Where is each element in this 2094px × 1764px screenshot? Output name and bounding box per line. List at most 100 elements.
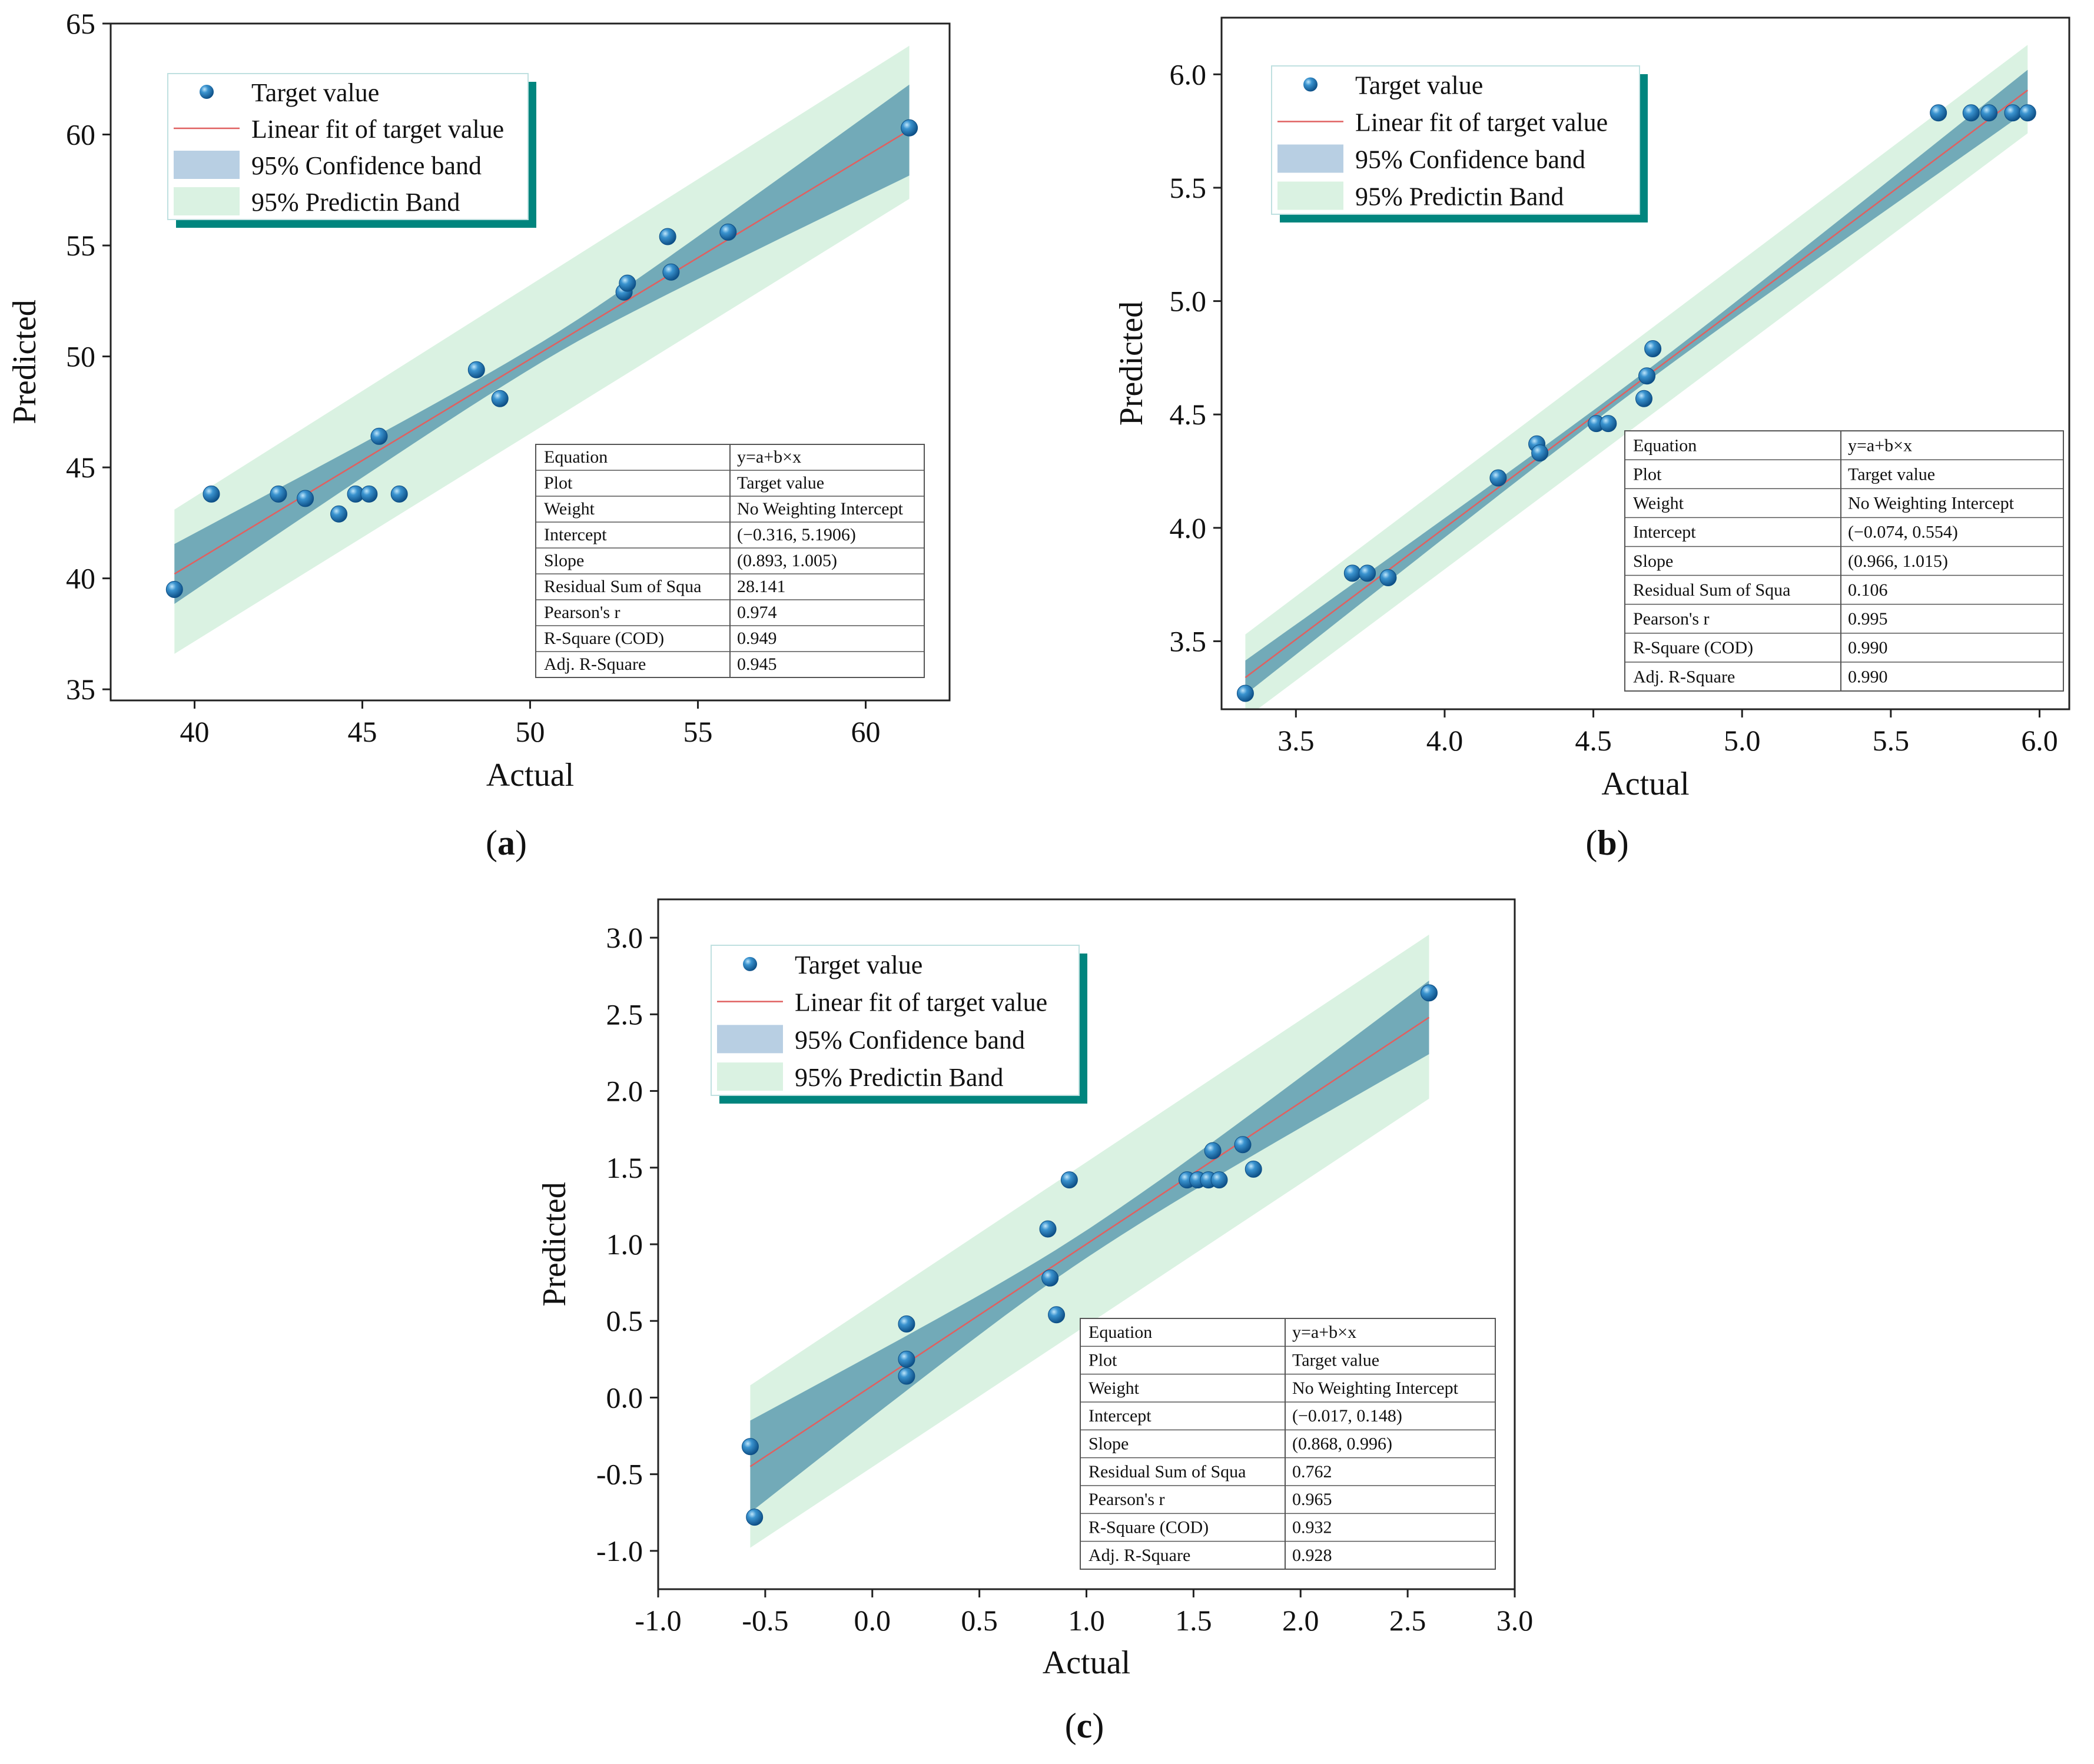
x-tick-label: 5.5 bbox=[1873, 724, 1910, 757]
stats-key: Weight bbox=[544, 499, 595, 519]
stats-key: Residual Sum of Squa bbox=[544, 577, 702, 596]
fit-line bbox=[749, 1016, 1430, 1467]
x-tick-label: -0.5 bbox=[742, 1604, 788, 1637]
y-tick-label: 3.5 bbox=[1170, 624, 1207, 657]
stats-value: 0.949 bbox=[737, 629, 777, 648]
legend-point-icon bbox=[200, 85, 214, 99]
data-point bbox=[1343, 564, 1361, 582]
x-tick-label: 55 bbox=[683, 715, 713, 748]
stats-value: 0.974 bbox=[737, 603, 777, 622]
plot-frame bbox=[1220, 16, 2070, 710]
data-point bbox=[1980, 104, 1998, 122]
y-tick-label: 60 bbox=[66, 118, 95, 151]
stats-key: Pearson's r bbox=[544, 603, 620, 622]
x-axis-label: Actual bbox=[1601, 766, 1689, 802]
stats-value: 0.106 bbox=[1848, 580, 1888, 600]
data-point bbox=[370, 427, 388, 445]
confidence-band bbox=[1245, 69, 2028, 695]
legend-label: 95% Predictin Band bbox=[795, 1063, 1003, 1092]
y-tick-label: -1.0 bbox=[596, 1534, 643, 1567]
stats-value: (0.868, 0.996) bbox=[1292, 1434, 1392, 1453]
stats-table bbox=[1624, 430, 2064, 692]
stats-value: (0.966, 1.015) bbox=[1848, 552, 1948, 571]
stats-key: R-Square (COD) bbox=[544, 629, 664, 648]
panel-c: -1.0 -0.5 0.0 0.5 1.0 1.5 2.0 2.5 3.0 -1.0 -0.5 0.0… bbox=[536, 898, 1533, 1745]
y-tick-label: 5.5 bbox=[1170, 171, 1207, 204]
y-tick-label: 3.0 bbox=[606, 921, 643, 954]
data-point bbox=[1210, 1171, 1228, 1189]
data-point bbox=[901, 119, 918, 137]
y-tick-label: 4.5 bbox=[1170, 398, 1207, 431]
stats-value: 28.141 bbox=[737, 577, 786, 596]
stats-value: No Weighting Intercept bbox=[1848, 494, 2015, 513]
data-point bbox=[1236, 685, 1254, 702]
x-tick-label: 45 bbox=[348, 715, 377, 748]
data-point bbox=[659, 228, 676, 245]
legend-confidence-swatch bbox=[717, 1025, 783, 1054]
legend-confidence-swatch bbox=[1277, 144, 1343, 173]
stats-key: Intercept bbox=[1089, 1406, 1151, 1426]
stats-key: Plot bbox=[544, 473, 573, 493]
x-tick-label: 60 bbox=[851, 715, 881, 748]
legend-label: Linear fit of target value bbox=[1355, 108, 1608, 137]
stats-value: Target value bbox=[737, 473, 824, 493]
data-point bbox=[1039, 1220, 1057, 1238]
y-tick-label: 2.0 bbox=[606, 1075, 643, 1108]
x-tick-label: 1.0 bbox=[1068, 1604, 1105, 1637]
y-tick-label: 35 bbox=[66, 673, 95, 706]
data-point bbox=[467, 361, 485, 378]
y-tick-label: 55 bbox=[66, 229, 95, 262]
y-tick-label: 65 bbox=[66, 7, 95, 40]
stats-value: Target value bbox=[1848, 464, 1935, 484]
x-tick-label: 50 bbox=[516, 715, 545, 748]
stats-key: Equation bbox=[1089, 1323, 1152, 1342]
legend-label: Target value bbox=[251, 78, 379, 107]
data-point bbox=[165, 580, 183, 598]
stats-value: 0.945 bbox=[737, 655, 777, 674]
data-point bbox=[1379, 569, 1397, 587]
legend-label: 95% Predictin Band bbox=[251, 188, 460, 217]
stats-value: (−0.316, 5.1906) bbox=[737, 525, 856, 544]
data-point bbox=[1204, 1142, 1222, 1160]
data-point bbox=[1041, 1269, 1059, 1287]
stats-value: 0.990 bbox=[1848, 667, 1888, 686]
y-tick-label: 0.5 bbox=[606, 1304, 643, 1337]
data-point bbox=[619, 274, 636, 292]
legend-label: 95% Predictin Band bbox=[1355, 182, 1564, 211]
y-tick-label: 6.0 bbox=[1170, 58, 1207, 91]
data-point bbox=[1421, 984, 1438, 1002]
y-axis-label: Predicted bbox=[1113, 301, 1150, 426]
data-point bbox=[297, 490, 314, 507]
legend-prediction-swatch bbox=[717, 1062, 783, 1091]
data-point bbox=[1060, 1171, 1078, 1189]
confidence-band bbox=[750, 981, 1429, 1513]
data-point bbox=[746, 1509, 764, 1526]
x-tick-label: 2.0 bbox=[1282, 1604, 1319, 1637]
stats-key: Slope bbox=[544, 551, 584, 570]
panel-b: 3.5 4.0 4.5 5.0 5.5 6.0 3.5 4.0 4.5 5.0 5.5 6.0 Actu… bbox=[1113, 16, 2070, 862]
stats-value: 0.928 bbox=[1292, 1546, 1332, 1565]
y-tick-label: 50 bbox=[66, 340, 95, 373]
y-tick-label: 0.0 bbox=[606, 1381, 643, 1414]
data-point bbox=[898, 1350, 915, 1368]
data-point bbox=[719, 223, 737, 241]
stats-key: Residual Sum of Squa bbox=[1633, 580, 1791, 600]
y-tick-label: 5.0 bbox=[1170, 285, 1207, 318]
legend-label: 95% Confidence band bbox=[251, 151, 482, 180]
prediction-band bbox=[1245, 45, 2028, 709]
stats-key: R-Square (COD) bbox=[1089, 1517, 1209, 1537]
stats-value: 0.932 bbox=[1292, 1517, 1332, 1537]
stats-value: 0.995 bbox=[1848, 609, 1888, 629]
data-point bbox=[1531, 444, 1549, 462]
data-point bbox=[1489, 469, 1507, 487]
legend-label: 95% Confidence band bbox=[1355, 145, 1585, 174]
stats-key: Plot bbox=[1633, 464, 1662, 484]
legend-point-icon bbox=[743, 956, 757, 971]
x-tick-label: 2.5 bbox=[1389, 1604, 1426, 1637]
data-point bbox=[1644, 340, 1662, 357]
y-tick-label: 40 bbox=[66, 562, 95, 595]
stats-key: Residual Sum of Squa bbox=[1089, 1462, 1246, 1481]
data-point bbox=[1599, 415, 1617, 433]
